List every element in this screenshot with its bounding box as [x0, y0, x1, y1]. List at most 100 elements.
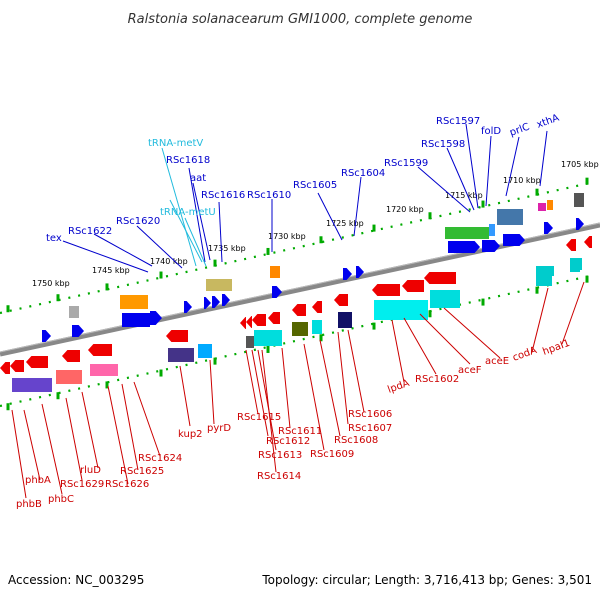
reverse-gene-block[interactable]: [90, 364, 118, 376]
operon-block[interactable]: [120, 295, 148, 309]
reverse-gene-arrow[interactable]: [424, 272, 456, 284]
operon-block[interactable]: [445, 227, 489, 239]
forward-gene-arrow[interactable]: [204, 297, 211, 309]
operon-block[interactable]: [206, 279, 232, 291]
forward-gene-arrow[interactable]: [544, 222, 553, 234]
gene-label[interactable]: RSc1602: [415, 374, 459, 385]
reverse-gene-block[interactable]: [246, 336, 254, 348]
operon-block[interactable]: [497, 209, 523, 225]
gene-label[interactable]: aat: [190, 173, 206, 184]
reverse-gene-arrow[interactable]: [62, 350, 80, 362]
reverse-gene-block[interactable]: [168, 348, 194, 362]
operon-block[interactable]: [270, 266, 280, 278]
gene-label[interactable]: tRNA-metV: [148, 138, 203, 149]
operon-block[interactable]: [536, 266, 554, 276]
reverse-gene-arrow[interactable]: [334, 294, 348, 306]
gene-label[interactable]: folD: [481, 126, 501, 137]
gene-label[interactable]: RSc1615: [237, 412, 281, 423]
forward-gene-arrow[interactable]: [448, 241, 480, 253]
gene-label[interactable]: kup2: [178, 429, 203, 440]
gene-label[interactable]: RSc1598: [421, 139, 465, 150]
gene-label[interactable]: tex: [46, 233, 62, 244]
operon-block[interactable]: [538, 203, 546, 211]
gene-label[interactable]: phbB: [16, 499, 42, 510]
reverse-gene-arrow[interactable]: [566, 239, 576, 251]
gene-label[interactable]: phbC: [48, 494, 74, 505]
reverse-gene-block[interactable]: [56, 370, 82, 384]
reverse-gene-arrow[interactable]: [240, 317, 246, 329]
gene-label[interactable]: pyrD: [207, 423, 231, 434]
gene-label[interactable]: lpdA: [386, 378, 411, 396]
gene-label[interactable]: RSc1611: [278, 426, 322, 437]
gene-label[interactable]: RSc1624: [138, 453, 182, 464]
forward-gene-arrow[interactable]: [482, 240, 500, 252]
reverse-gene-arrow[interactable]: [372, 284, 400, 296]
gene-label[interactable]: RSc1610: [247, 190, 291, 201]
gene-label[interactable]: RSc1613: [258, 450, 302, 461]
reverse-gene-block[interactable]: [374, 300, 428, 320]
gene-label[interactable]: RSc1616: [201, 190, 245, 201]
reverse-gene-arrow[interactable]: [312, 301, 322, 313]
gene-label[interactable]: RSc1618: [166, 155, 210, 166]
gene-label[interactable]: RSc1604: [341, 168, 385, 179]
forward-gene-arrow[interactable]: [343, 268, 352, 280]
gene-label[interactable]: RSc1625: [120, 466, 164, 477]
reverse-gene-arrow[interactable]: [88, 344, 112, 356]
forward-gene-arrow[interactable]: [150, 311, 162, 325]
gene-label[interactable]: RSc1622: [68, 226, 112, 237]
forward-gene-block[interactable]: [122, 313, 150, 327]
reverse-gene-block[interactable]: [570, 266, 580, 272]
reverse-gene-block[interactable]: [254, 330, 282, 346]
forward-gene-arrow[interactable]: [222, 294, 230, 306]
gene-label[interactable]: RSc1612: [266, 436, 310, 447]
gene-label[interactable]: aceE: [485, 356, 509, 367]
reverse-gene-arrow[interactable]: [166, 330, 188, 342]
gene-label[interactable]: RSc1597: [436, 116, 480, 127]
reverse-gene-arrow[interactable]: [10, 360, 24, 372]
reverse-gene-block[interactable]: [12, 378, 52, 392]
gene-label[interactable]: phbA: [25, 475, 51, 486]
gene-label[interactable]: codA: [511, 345, 538, 364]
gene-label[interactable]: RSc1609: [310, 449, 354, 460]
reverse-gene-block[interactable]: [430, 290, 460, 308]
forward-gene-arrow[interactable]: [272, 286, 282, 298]
gene-label[interactable]: xthA: [535, 113, 561, 131]
reverse-gene-block[interactable]: [338, 312, 352, 328]
gene-label[interactable]: rluD: [80, 465, 101, 476]
reverse-gene-arrow[interactable]: [402, 280, 424, 292]
gene-label[interactable]: tRNA-metU: [160, 207, 216, 218]
reverse-gene-block[interactable]: [312, 320, 322, 334]
reverse-gene-arrow[interactable]: [0, 362, 10, 374]
reverse-gene-arrow[interactable]: [26, 356, 48, 368]
reverse-gene-block[interactable]: [536, 276, 552, 286]
forward-gene-arrow[interactable]: [503, 234, 525, 246]
reverse-gene-block[interactable]: [198, 344, 212, 358]
gene-label[interactable]: RSc1607: [348, 423, 392, 434]
operon-block[interactable]: [547, 200, 553, 210]
forward-gene-arrow[interactable]: [576, 218, 584, 230]
forward-gene-arrow[interactable]: [356, 266, 364, 278]
reverse-gene-arrow[interactable]: [246, 316, 252, 328]
gene-label[interactable]: RSc1599: [384, 158, 428, 169]
gene-label[interactable]: hpaI1: [541, 338, 571, 358]
gene-label[interactable]: prlC: [508, 122, 531, 139]
gene-label[interactable]: RSc1620: [116, 216, 160, 227]
forward-gene-arrow[interactable]: [42, 330, 51, 342]
gene-label[interactable]: aceF: [458, 365, 482, 376]
forward-gene-arrow[interactable]: [72, 325, 84, 337]
reverse-gene-arrow[interactable]: [252, 314, 266, 326]
reverse-gene-arrow[interactable]: [292, 304, 306, 316]
reverse-gene-arrow[interactable]: [584, 236, 592, 248]
operon-block[interactable]: [574, 193, 584, 207]
gene-label[interactable]: RSc1626: [105, 479, 149, 490]
forward-gene-arrow[interactable]: [212, 296, 220, 308]
operon-block[interactable]: [489, 224, 495, 236]
forward-gene-arrow[interactable]: [184, 301, 192, 313]
gene-label[interactable]: RSc1608: [334, 435, 378, 446]
gene-label[interactable]: RSc1614: [257, 471, 301, 482]
reverse-gene-arrow[interactable]: [268, 312, 280, 324]
gene-label[interactable]: RSc1605: [293, 180, 337, 191]
reverse-gene-block[interactable]: [292, 322, 308, 336]
gene-label[interactable]: RSc1606: [348, 409, 392, 420]
operon-block[interactable]: [69, 306, 79, 318]
